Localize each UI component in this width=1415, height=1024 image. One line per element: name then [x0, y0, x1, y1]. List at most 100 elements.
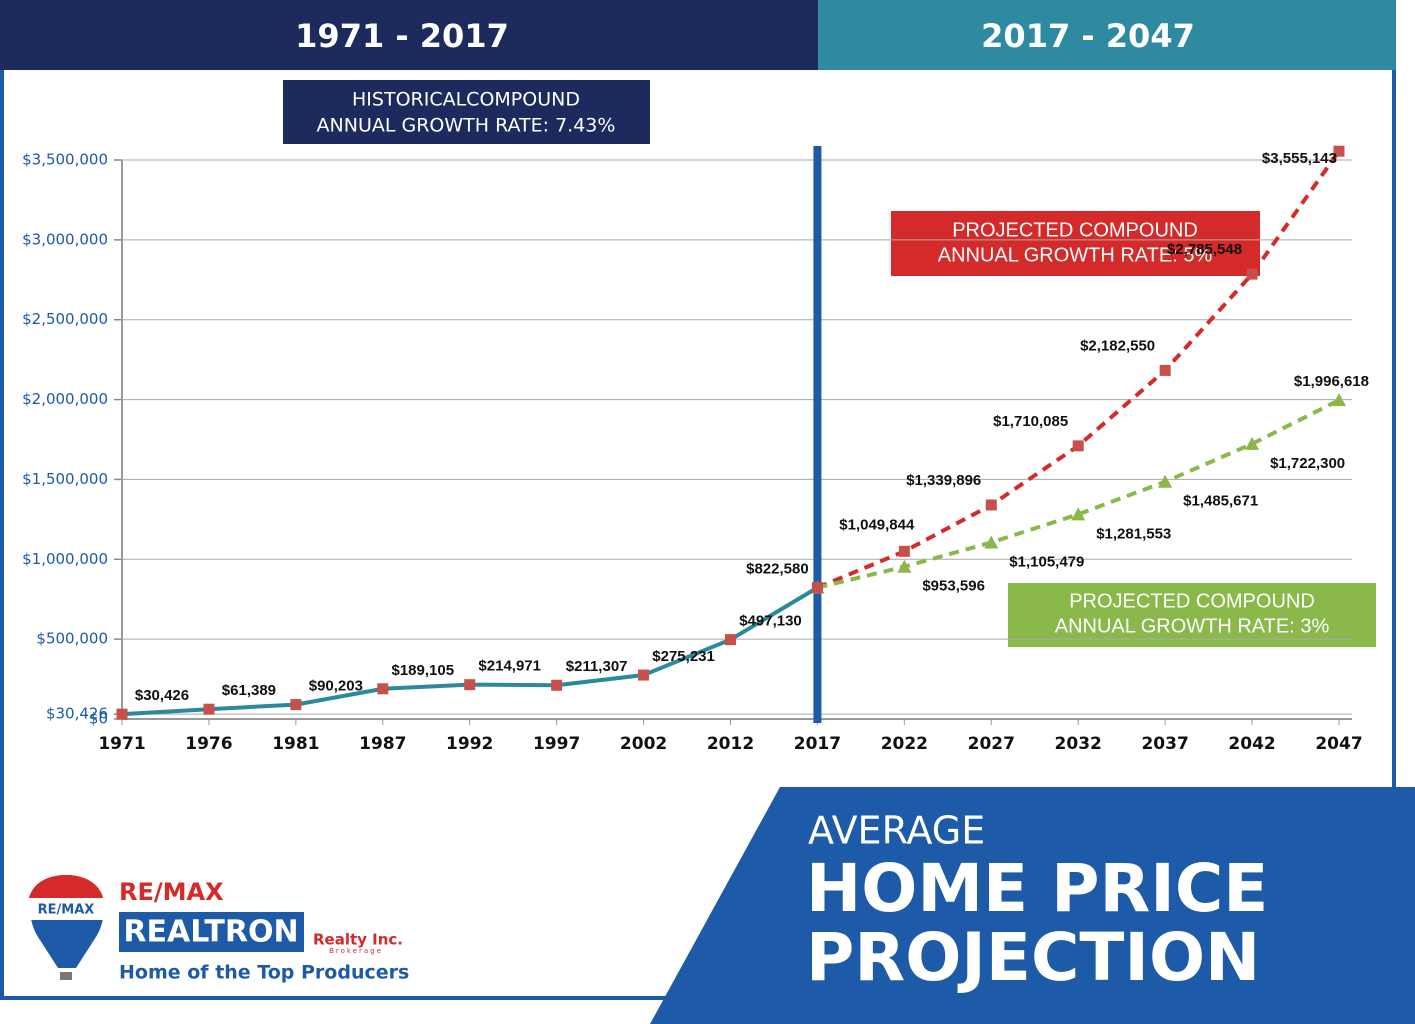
divider — [813, 146, 822, 723]
logo: RE/MAX RE/MAX REALTRON Realty Inc. Broke… — [28, 875, 409, 984]
data-label: $1,710,085 — [993, 413, 1068, 430]
x-tick-label: 2042 — [1228, 734, 1275, 754]
marker — [377, 683, 389, 695]
banner-bg — [650, 787, 1415, 1024]
y-tick-label: $0 — [89, 710, 108, 728]
annotation-text: PROJECTED COMPOUND — [1069, 590, 1315, 612]
annotation-box — [283, 80, 650, 144]
marker — [1071, 507, 1086, 521]
data-label: $822,580 — [746, 561, 809, 578]
data-label: $1,722,300 — [1270, 455, 1345, 472]
data-label: $2,785,548 — [1167, 241, 1242, 258]
marker — [898, 545, 910, 557]
marker — [116, 708, 128, 720]
x-tick-label: 2017 — [794, 734, 841, 754]
marker — [1072, 440, 1084, 452]
annotation-box — [891, 211, 1260, 276]
annotation-text: ANNUAL GROWTH RATE: 3% — [1055, 615, 1330, 637]
marker — [203, 703, 215, 715]
x-tick-label: 1992 — [446, 734, 493, 754]
x-tick-label: 2027 — [968, 734, 1015, 754]
data-label: $61,389 — [222, 682, 276, 699]
brand: RE/MAX — [119, 878, 224, 906]
data-label: $1,339,896 — [906, 472, 981, 489]
name-box — [119, 912, 304, 952]
marker — [984, 535, 999, 549]
annotation-text: HISTORICALCOMPOUND — [352, 89, 580, 111]
marker — [985, 499, 997, 511]
x-tick-label: 2002 — [620, 734, 667, 754]
data-label: $1,281,553 — [1096, 525, 1171, 542]
x-tick-label: 2022 — [881, 734, 928, 754]
marker — [725, 634, 736, 646]
frame-bottom — [0, 996, 680, 1000]
marker — [1246, 268, 1258, 280]
marker — [897, 559, 912, 573]
marker — [1333, 145, 1345, 157]
header-left — [0, 0, 818, 70]
data-label: $953,596 — [922, 578, 985, 595]
marker — [1159, 364, 1171, 376]
marker — [638, 669, 650, 681]
annotation-box — [1008, 583, 1376, 647]
x-tick-label: 2032 — [1055, 734, 1102, 754]
data-label: $1,996,618 — [1294, 373, 1369, 390]
data-label: $1,105,479 — [1009, 553, 1084, 570]
data-label: $1,049,844 — [839, 516, 915, 533]
y-tick-label: $3,500,000 — [22, 151, 108, 169]
annotation-text: ANNUAL GROWTH RATE: 5% — [938, 244, 1213, 266]
balloon-band — [28, 898, 104, 920]
y-tick-label: $1,500,000 — [22, 470, 108, 488]
x-tick-label: 1981 — [272, 734, 319, 754]
data-label: $2,182,550 — [1080, 337, 1155, 354]
x-tick-label: 1987 — [359, 734, 406, 754]
x-tick-label: 2012 — [707, 734, 754, 754]
y-tick-label: $500,000 — [36, 630, 108, 648]
data-label: $497,130 — [739, 613, 802, 630]
sub: Brokerage — [329, 947, 383, 955]
balloon-text: RE/MAX — [38, 903, 95, 918]
plot: $0$30,426$500,000$1,000,000$1,500,000$2,… — [22, 145, 1369, 754]
y-tick-label: $30,426 — [46, 705, 108, 723]
marker — [1245, 436, 1260, 450]
annotation-text: ANNUAL GROWTH RATE: 7.43% — [317, 115, 616, 137]
marker — [551, 679, 563, 691]
marker — [1332, 393, 1346, 407]
banner-line3: PROJECTION — [806, 919, 1260, 996]
header-right — [818, 0, 1396, 70]
frame-right — [1392, 0, 1396, 790]
data-label: $1,485,671 — [1183, 493, 1258, 510]
data-label: $90,203 — [309, 678, 363, 695]
data-label: $30,426 — [135, 687, 189, 704]
basket — [60, 972, 72, 980]
marker — [290, 699, 302, 711]
y-tick-label: $2,500,000 — [22, 310, 108, 328]
annotation-text: PROJECTED COMPOUND — [952, 219, 1198, 241]
marker — [811, 582, 823, 594]
suffix: Realty Inc. — [313, 931, 403, 949]
x-tick-label: 1976 — [185, 734, 232, 754]
x-tick-label: 2037 — [1141, 734, 1188, 754]
data-label: $275,231 — [652, 648, 715, 665]
data-label: $211,307 — [566, 658, 628, 675]
data-label: $189,105 — [391, 662, 454, 679]
banner-line1: AVERAGE — [808, 809, 985, 853]
y-tick-label: $2,000,000 — [22, 390, 108, 408]
balloon-top — [28, 875, 104, 905]
x-tick-label: 1997 — [533, 734, 580, 754]
header-left-text: 1971 - 2017 — [295, 17, 509, 55]
banner-line2: HOME PRICE — [806, 850, 1268, 927]
x-tick-label: 2047 — [1315, 734, 1362, 754]
marker — [464, 679, 476, 691]
tagline: Home of the Top Producers — [119, 962, 409, 984]
name: REALTRON — [123, 915, 298, 950]
y-tick-label: $3,000,000 — [22, 230, 108, 248]
y-tick-label: $1,000,000 — [22, 550, 108, 568]
frame-left — [0, 0, 4, 1000]
data-label: $3,555,143 — [1262, 150, 1337, 167]
marker — [1158, 474, 1173, 488]
x-tick-label: 1971 — [98, 734, 145, 754]
header-right-text: 2017 - 2047 — [981, 17, 1195, 55]
data-label: $214,971 — [478, 658, 541, 675]
